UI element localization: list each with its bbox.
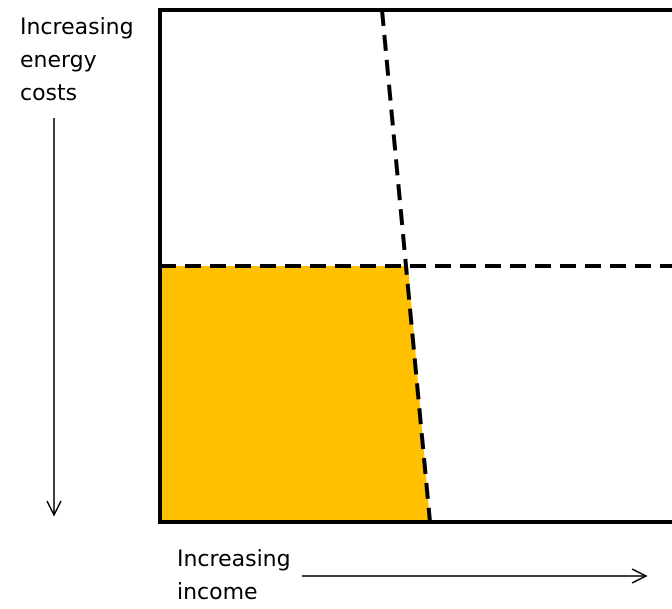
x-axis-label-line: income — [177, 580, 258, 605]
y-axis-label-line: energy — [20, 48, 97, 73]
y-axis-label-line: costs — [20, 81, 78, 106]
x-axis-arrow — [302, 568, 648, 584]
diagram-frame — [158, 8, 672, 524]
x-axis-label-line: Increasing — [177, 547, 291, 572]
highlighted-quadrant — [160, 266, 430, 522]
y-axis-label-line: Increasing — [20, 15, 134, 40]
y-axis-arrow — [46, 118, 62, 517]
y-axis-label: Increasing energy costs — [20, 11, 134, 110]
vertical-divider — [380, 9, 432, 523]
x-axis-label: Increasing income — [177, 543, 291, 609]
